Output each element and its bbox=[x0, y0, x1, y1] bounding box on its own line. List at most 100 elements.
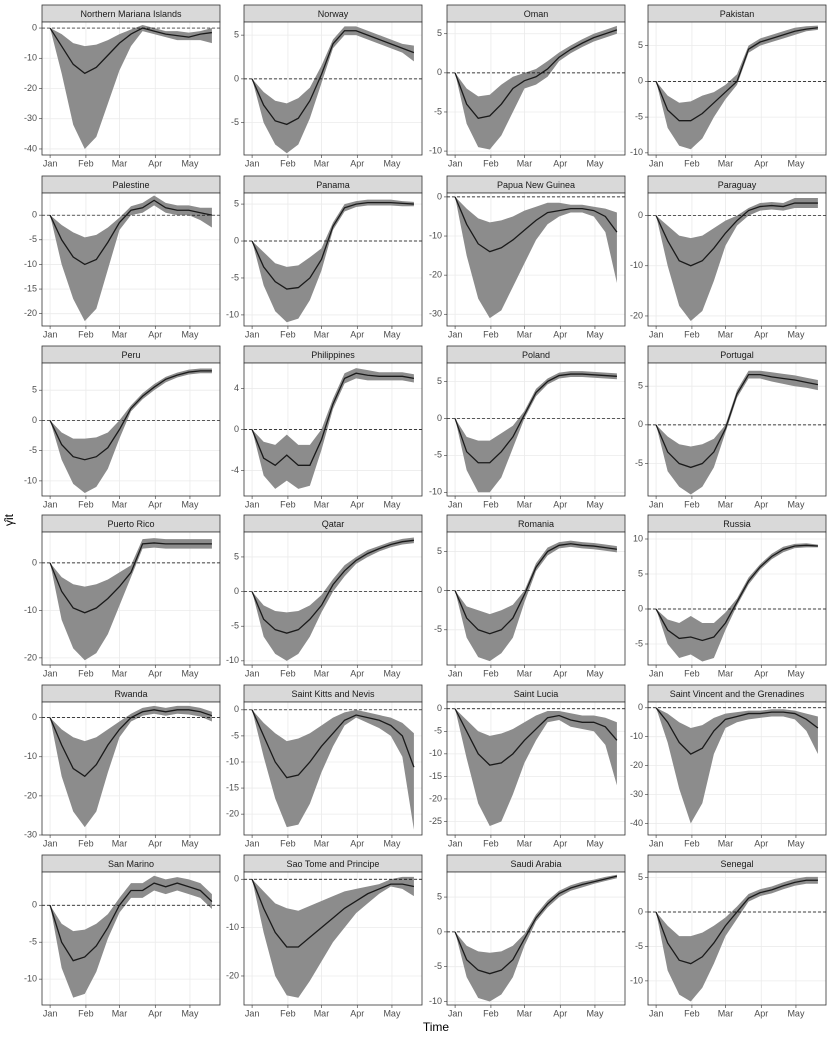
confidence-band bbox=[50, 195, 212, 322]
x-tick-label: May bbox=[586, 838, 604, 848]
estimate-line bbox=[655, 544, 818, 642]
y-tick-label: -5 bbox=[434, 624, 442, 634]
x-tick-label: Apr bbox=[553, 838, 567, 848]
panel-title: Qatar bbox=[322, 519, 345, 529]
x-tick-label: May bbox=[787, 838, 805, 848]
confidence-band bbox=[455, 25, 617, 150]
y-tick-label: -5 bbox=[231, 730, 239, 740]
x-tick-label: Apr bbox=[754, 1008, 768, 1018]
confidence-band bbox=[50, 705, 212, 828]
estimate-line bbox=[454, 875, 618, 975]
confidence-band bbox=[455, 371, 617, 493]
panel-border bbox=[647, 701, 827, 836]
y-tick-label: -20 bbox=[226, 809, 239, 819]
x-tick-label: Apr bbox=[553, 499, 567, 509]
panel-border bbox=[446, 701, 626, 836]
x-tick-label: Feb bbox=[483, 158, 499, 168]
x-tick-label: Jan bbox=[448, 329, 463, 339]
x-tick-label: Mar bbox=[112, 1008, 128, 1018]
y-tick-label: 0 bbox=[32, 210, 37, 220]
panel-title: Rwanda bbox=[114, 689, 147, 699]
x-tick-label: Jan bbox=[245, 329, 260, 339]
x-tick-label: Apr bbox=[350, 838, 364, 848]
y-tick-label: -15 bbox=[24, 283, 37, 293]
panel-title: Senegal bbox=[720, 859, 753, 869]
x-tick-label: Apr bbox=[148, 668, 162, 678]
y-tick-label: 5 bbox=[32, 385, 37, 395]
x-tick-label: Mar bbox=[314, 838, 330, 848]
estimate-line bbox=[655, 373, 819, 469]
estimate-line bbox=[454, 373, 617, 464]
y-tick-label: -10 bbox=[226, 655, 239, 665]
y-tick-label: -20 bbox=[429, 793, 442, 803]
x-tick-label: Jan bbox=[245, 668, 260, 678]
y-tick-label: 5 bbox=[437, 28, 442, 38]
y-tick-label: 0 bbox=[32, 900, 37, 910]
x-tick-label: May bbox=[181, 499, 199, 509]
panel-title: Philippines bbox=[311, 350, 355, 360]
x-tick-label: Apr bbox=[754, 838, 768, 848]
panel-title: Papua New Guinea bbox=[497, 180, 575, 190]
panel-border bbox=[243, 701, 423, 836]
x-tick-label: Mar bbox=[517, 329, 533, 339]
y-tick-label: -10 bbox=[429, 230, 442, 240]
y-tick-label: -10 bbox=[24, 974, 37, 984]
y-tick-label: -5 bbox=[29, 234, 37, 244]
y-tick-label: -10 bbox=[226, 309, 239, 319]
y-tick-label: 0 bbox=[234, 586, 239, 596]
y-tick-label: -5 bbox=[434, 106, 442, 116]
y-tick-label: 5 bbox=[234, 30, 239, 40]
x-tick-label: Apr bbox=[754, 329, 768, 339]
panel-title: Saint Kitts and Nevis bbox=[291, 689, 375, 699]
y-tick-label: 0 bbox=[437, 926, 442, 936]
x-tick-label: Mar bbox=[718, 1008, 734, 1018]
x-tick-label: Feb bbox=[280, 838, 296, 848]
confidence-band bbox=[656, 370, 818, 495]
y-tick-label: 10 bbox=[633, 533, 643, 543]
y-tick-label: 5 bbox=[234, 198, 239, 208]
x-tick-label: Jan bbox=[43, 499, 58, 509]
panel-title: Puerto Rico bbox=[107, 519, 154, 529]
estimate-line bbox=[655, 27, 818, 122]
y-tick-label: 0 bbox=[638, 702, 643, 712]
panel-border bbox=[41, 362, 221, 497]
x-tick-label: Jan bbox=[245, 499, 260, 509]
panel-title: Saint Lucia bbox=[514, 689, 559, 699]
y-tick-label: 4 bbox=[234, 383, 239, 393]
confidence-band bbox=[252, 537, 414, 661]
y-tick-label: -5 bbox=[29, 937, 37, 947]
x-tick-label: Jan bbox=[448, 668, 463, 678]
x-tick-label: May bbox=[181, 838, 199, 848]
y-tick-label: 0 bbox=[638, 603, 643, 613]
x-tick-label: Apr bbox=[148, 158, 162, 168]
x-tick-label: Jan bbox=[43, 668, 58, 678]
y-tick-label: 0 bbox=[234, 424, 239, 434]
estimate-line bbox=[49, 27, 212, 75]
x-tick-label: Mar bbox=[718, 329, 734, 339]
x-tick-label: Feb bbox=[483, 329, 499, 339]
x-tick-label: Apr bbox=[553, 1008, 567, 1018]
y-tick-label: -10 bbox=[24, 475, 37, 485]
x-tick-label: Feb bbox=[483, 1008, 499, 1018]
x-tick-label: Mar bbox=[314, 668, 330, 678]
y-tick-label: 5 bbox=[437, 891, 442, 901]
y-tick-label: 0 bbox=[32, 22, 37, 32]
y-tick-label: -5 bbox=[231, 621, 239, 631]
y-tick-label: -5 bbox=[635, 941, 643, 951]
y-tick-label: -30 bbox=[630, 789, 643, 799]
y-tick-label: -5 bbox=[434, 961, 442, 971]
x-tick-label: Apr bbox=[754, 158, 768, 168]
x-tick-label: Jan bbox=[448, 838, 463, 848]
y-tick-label: -10 bbox=[226, 756, 239, 766]
confidence-band bbox=[252, 709, 414, 830]
y-tick-label: 0 bbox=[234, 704, 239, 714]
estimate-line bbox=[454, 196, 618, 253]
x-tick-label: Feb bbox=[78, 1008, 94, 1018]
y-tick-label: -5 bbox=[635, 111, 643, 121]
y-tick-label: 0 bbox=[234, 235, 239, 245]
y-tick-label: -20 bbox=[24, 652, 37, 662]
x-tick-label: Jan bbox=[649, 838, 664, 848]
x-tick-label: Jan bbox=[649, 668, 664, 678]
x-tick-label: May bbox=[586, 499, 604, 509]
